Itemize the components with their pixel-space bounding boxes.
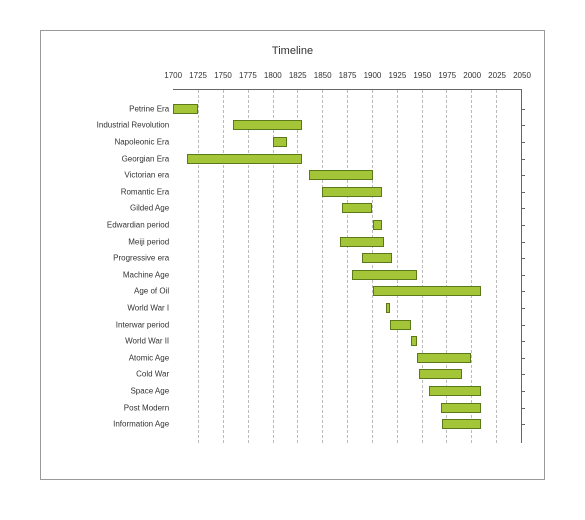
x-axis-tick-label: 1975 xyxy=(438,71,456,80)
row-label: Gilded Age xyxy=(130,204,169,213)
timeline-bar xyxy=(273,137,288,147)
y-axis-tick xyxy=(521,258,525,259)
grid-line xyxy=(397,90,398,443)
y-axis-tick xyxy=(521,325,525,326)
x-axis-tick-label: 2025 xyxy=(488,71,506,80)
row-label: Meiji period xyxy=(128,237,169,246)
y-axis-tick xyxy=(521,424,525,425)
row-label: Edwardian period xyxy=(107,221,169,230)
row-label: Industrial Revolution xyxy=(97,121,169,130)
timeline-bar xyxy=(340,237,384,247)
row-label: Post Modern xyxy=(124,403,169,412)
y-axis-tick xyxy=(521,358,525,359)
timeline-bar xyxy=(442,419,481,429)
timeline-bar xyxy=(429,386,482,396)
x-axis-tick-label: 1875 xyxy=(339,71,357,80)
y-axis-tick xyxy=(521,341,525,342)
timeline-bar xyxy=(417,353,472,363)
row-label: Space Age xyxy=(130,386,169,395)
row-label: Progressive era xyxy=(113,254,169,263)
timeline-bar xyxy=(322,187,382,197)
x-axis-tick-label: 1750 xyxy=(214,71,232,80)
grid-line xyxy=(496,90,497,443)
y-axis-tick xyxy=(521,142,525,143)
timeline-bar xyxy=(441,403,481,413)
y-axis-tick xyxy=(521,192,525,193)
x-axis-tick-label: 1850 xyxy=(314,71,332,80)
timeline-bar xyxy=(386,303,390,313)
row-label: Petrine Era xyxy=(129,104,169,113)
x-axis-tick-label: 1925 xyxy=(389,71,407,80)
timeline-bar xyxy=(390,320,411,330)
timeline-chart: 1700 1725 1750 1775 1800 1825 1850 1875 1900 1925… xyxy=(63,71,522,443)
row-label: Interwar period xyxy=(116,320,169,329)
x-axis-tick-label: 1775 xyxy=(239,71,257,80)
y-axis-tick xyxy=(521,408,525,409)
timeline-bar xyxy=(352,270,417,280)
row-label: Cold War xyxy=(136,370,169,379)
y-axis-tick xyxy=(521,208,525,209)
y-axis-tick xyxy=(521,242,525,243)
row-label: Age of Oil xyxy=(134,287,169,296)
row-label: Atomic Age xyxy=(129,353,169,362)
timeline-bar xyxy=(187,154,302,164)
timeline-bar xyxy=(411,336,417,346)
grid-line xyxy=(322,90,323,443)
canvas: Timeline 1700 1725 1750 1775 1800 1825 1850 187… xyxy=(0,0,585,520)
row-label: World War I xyxy=(127,303,169,312)
y-axis-tick xyxy=(521,391,525,392)
y-axis-tick xyxy=(521,308,525,309)
timeline-bar xyxy=(233,120,303,130)
x-axis-tick-label: 1950 xyxy=(413,71,431,80)
y-axis-tick xyxy=(521,225,525,226)
y-axis-tick xyxy=(521,125,525,126)
y-axis-tick xyxy=(521,159,525,160)
grid-line xyxy=(223,90,224,443)
x-axis-tick-label: 2050 xyxy=(513,71,531,80)
row-label: Georgian Era xyxy=(122,154,170,163)
grid-line xyxy=(248,90,249,443)
row-label: Machine Age xyxy=(123,270,169,279)
chart-title: Timeline xyxy=(63,45,522,57)
y-axis-tick xyxy=(521,109,525,110)
grid-line xyxy=(347,90,348,443)
x-axis-tick-label: 1900 xyxy=(364,71,382,80)
x-axis-tick-label: 1825 xyxy=(289,71,307,80)
chart-wrap: 1700 1725 1750 1775 1800 1825 1850 1875 1900 1925… xyxy=(63,71,522,443)
timeline-bar xyxy=(373,220,382,230)
timeline-bar xyxy=(342,203,372,213)
x-axis-tick-label: 1800 xyxy=(264,71,282,80)
grid-line xyxy=(372,90,373,443)
row-label: World War II xyxy=(125,337,169,346)
grid-line xyxy=(297,90,298,443)
row-label: Information Age xyxy=(113,420,169,429)
row-label: Victorian era xyxy=(124,171,169,180)
chart-panel: Timeline 1700 1725 1750 1775 1800 1825 1850 187… xyxy=(40,30,545,480)
timeline-bar xyxy=(173,104,198,114)
y-axis-tick xyxy=(521,374,525,375)
x-axis-tick-label: 1725 xyxy=(189,71,207,80)
timeline-bar xyxy=(362,253,392,263)
plot-area: Petrine EraIndustrial RevolutionNapoleon… xyxy=(173,89,522,443)
x-axis-tick-label: 2000 xyxy=(463,71,481,80)
y-axis-tick xyxy=(521,275,525,276)
grid-line xyxy=(422,90,423,443)
grid-line xyxy=(198,90,199,443)
x-axis-labels: 1700 1725 1750 1775 1800 1825 1850 1875 1900 1925… xyxy=(63,71,522,85)
timeline-bar xyxy=(373,286,481,296)
row-label: Romantic Era xyxy=(121,187,169,196)
y-axis-tick xyxy=(521,175,525,176)
x-axis-tick-label: 1700 xyxy=(164,71,182,80)
timeline-bar xyxy=(309,170,373,180)
y-axis-tick xyxy=(521,291,525,292)
timeline-bar xyxy=(419,369,463,379)
row-label: Napoleonic Era xyxy=(114,138,169,147)
